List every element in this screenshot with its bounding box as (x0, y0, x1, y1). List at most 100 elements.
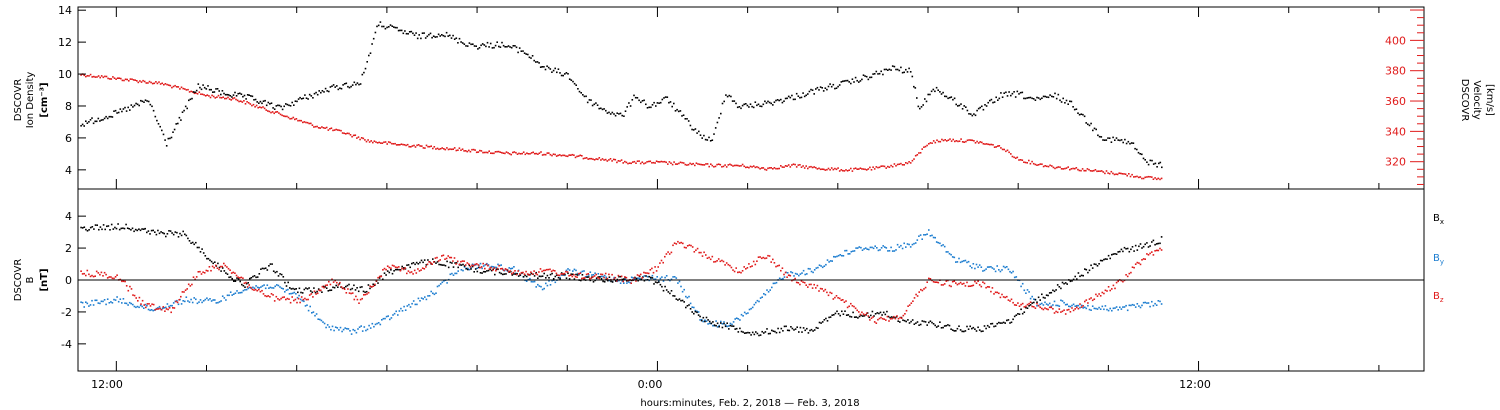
bz-series-point (991, 287, 994, 289)
by-series-point (852, 250, 854, 252)
ion-density-series-point (288, 104, 290, 107)
velocity-series-point (762, 167, 765, 169)
ion-density-series-point (434, 36, 437, 38)
by-series-point (1041, 302, 1043, 305)
bz-series-point (380, 275, 383, 278)
by-series-point (381, 319, 383, 321)
bz-series-point (770, 261, 772, 263)
legend-by: By (1433, 253, 1444, 266)
bx-series-point (664, 285, 666, 288)
bz-series-point (89, 275, 92, 278)
by-series-point (815, 267, 818, 269)
bx-series-point (332, 286, 334, 289)
bx-series-point (361, 286, 363, 288)
velocity-series-point (981, 141, 983, 144)
bz-series-point (495, 269, 497, 272)
velocity-series-point (508, 153, 511, 155)
ion-density-series-point (144, 99, 147, 101)
ion-density-series-point (496, 41, 498, 43)
bx-series-point (654, 281, 657, 283)
bx-series-point (777, 327, 779, 330)
ion-density-series-point (1005, 91, 1007, 94)
ion-density-series-point (256, 101, 258, 103)
bx-series-point (1010, 321, 1013, 324)
ion-density-series-point (583, 95, 586, 98)
velocity-series-point (397, 144, 400, 146)
bx-series-point (592, 281, 595, 283)
by-series-point (282, 288, 284, 290)
bx-series-point (929, 320, 932, 322)
ion-density-series-point (605, 109, 607, 112)
velocity-series-point (1067, 166, 1069, 168)
by-series-point (988, 266, 991, 268)
ion-density-series-point (472, 43, 474, 45)
ion-density-series-point (165, 145, 168, 147)
velocity-series-point (584, 157, 586, 159)
by-series-point (1134, 306, 1137, 308)
by-series-point (1123, 306, 1126, 308)
by-series-point (793, 275, 795, 277)
velocity-series-point (784, 165, 787, 167)
bx-series-point (502, 273, 504, 276)
bz-series-point (348, 292, 351, 294)
velocity-series-point (998, 145, 1001, 147)
bx-series-point (983, 325, 986, 327)
velocity-series-point (1041, 163, 1043, 165)
bx-series-point (715, 324, 717, 327)
by-series-point (1079, 306, 1081, 309)
by-series-point (643, 275, 646, 277)
velocity-series-point (271, 111, 274, 113)
bz-series-point (935, 281, 938, 283)
bz-series-point (830, 292, 833, 295)
bx-series-point (831, 314, 833, 316)
velocity-series-point (787, 164, 790, 166)
bz-series-point (1045, 308, 1048, 310)
by-series-point (551, 279, 553, 282)
velocity-series-point (121, 79, 124, 82)
bx-series-point (595, 277, 598, 279)
velocity-series-point (952, 138, 954, 141)
velocity-series-point (447, 148, 450, 151)
by-series-point (836, 255, 838, 258)
by-series-point (100, 300, 103, 303)
bz-series-point (106, 277, 109, 279)
ion-density-series-point (781, 101, 784, 104)
bx-series-point (977, 326, 979, 329)
ion-density-series-point (974, 114, 977, 117)
ion-density-series-point (186, 107, 188, 110)
bz-series-point (840, 299, 843, 301)
bx-series-point (1159, 242, 1161, 245)
ion-density-series-point (1108, 137, 1111, 139)
top-right-axis-label-3: [km/s] (1484, 84, 1495, 116)
ion-density-series-point (853, 81, 855, 83)
ion-density-series-point (254, 98, 257, 101)
velocity-series-point (577, 155, 580, 157)
bx-series-point (650, 276, 652, 279)
by-series-point (125, 302, 128, 305)
bx-series-point (1138, 245, 1140, 248)
by-series-point (583, 270, 585, 272)
by-series-point (1125, 304, 1127, 307)
ion-density-series-point (1129, 142, 1131, 145)
bx-series-point (573, 278, 576, 280)
ion-density-series-point (952, 98, 954, 101)
bz-series-point (243, 282, 246, 284)
bz-series-point (1141, 259, 1143, 261)
bz-series-point (1063, 309, 1065, 311)
velocity-series-point (232, 97, 234, 100)
velocity-series-point (474, 149, 476, 151)
bx-series-point (126, 227, 129, 229)
bx-series-point (1136, 249, 1139, 251)
ion-density-series-point (990, 98, 993, 101)
bx-series-point (443, 264, 445, 266)
bx-series-point (700, 319, 703, 322)
ion-density-series-point (920, 106, 923, 108)
bz-series-point (371, 286, 373, 288)
velocity-series-point (1099, 170, 1101, 172)
bz-series-point (576, 276, 578, 278)
ion-density-series-point (388, 26, 390, 28)
ion-density-series-point (1067, 103, 1069, 105)
bx-series-point (961, 330, 963, 333)
bz-series-point (184, 289, 187, 291)
by-series-point (790, 271, 792, 273)
